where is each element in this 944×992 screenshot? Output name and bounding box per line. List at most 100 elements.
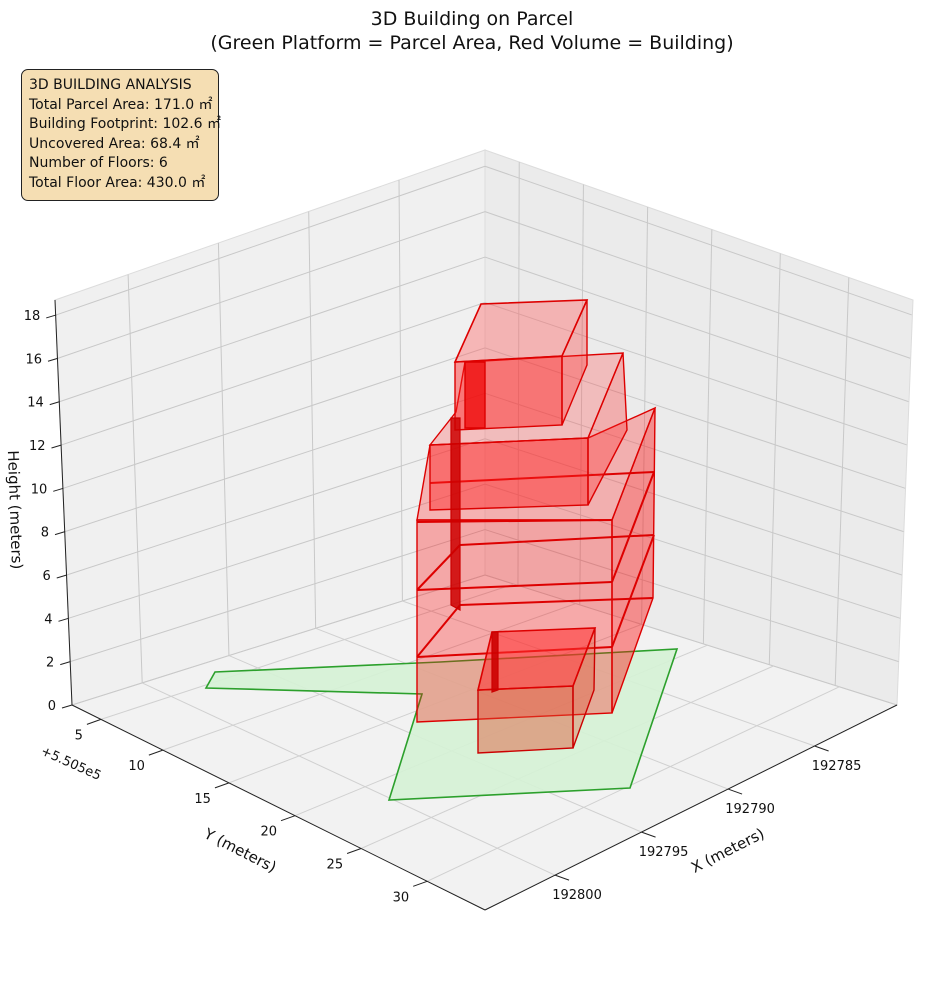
y-offset-label: +5.505e5: [38, 744, 103, 784]
z-tick-mark: [60, 661, 71, 666]
z-grid-line-right: [484, 302, 908, 446]
x-tick-label: 192785: [812, 759, 862, 774]
edge-side-1: [611, 534, 655, 648]
y-axis-line: [71, 704, 486, 911]
y-grid-line-back: [768, 253, 781, 665]
chart-title: 3D Building on Parcel (Green Platform = …: [210, 8, 733, 54]
y-tick-mark: [413, 880, 428, 887]
z-tick-label: 10: [31, 482, 48, 497]
z-tick-mark: [58, 617, 69, 622]
y-grid-line-back: [834, 277, 850, 686]
chart-title-line-2: (Green Platform = Parcel Area, Red Volum…: [210, 32, 733, 54]
x-grid-line-back: [398, 179, 403, 602]
floor-line-3: [416, 519, 613, 523]
z-tick-label: 16: [25, 352, 42, 367]
x-axis-label: X (meters): [688, 824, 767, 876]
stats-heading: 3D BUILDING ANALYSIS: [29, 77, 192, 93]
z-tick-label: 2: [46, 656, 54, 671]
z-grid-line-left: [70, 529, 486, 663]
stats-box: 3D BUILDING ANALYSIS Total Parcel Area: …: [21, 69, 222, 201]
z-grid-line-right: [484, 574, 898, 706]
z-tick-label: 14: [27, 396, 44, 411]
axes: [46, 299, 898, 911]
y-grid-line-back: [702, 229, 713, 644]
z-grid-line-right: [484, 529, 899, 663]
y-grid-line-floor: [100, 583, 514, 720]
stats-line-parcel-area: Total Parcel Area: 171.0 ㎡: [29, 96, 213, 113]
z-grid-line-left: [71, 574, 486, 706]
z-axis-line: [54, 299, 73, 706]
x-tick-label: 192795: [639, 845, 689, 860]
z-tick-label: 18: [24, 309, 41, 324]
z-tick-mark: [53, 487, 64, 492]
z-tick-label: 12: [29, 439, 46, 454]
z-grid-line-right: [484, 438, 903, 576]
z-tick-mark: [46, 314, 57, 319]
z-tick-mark: [61, 704, 73, 709]
stats-line-footprint: Building Footprint: 102.6 ㎡: [29, 116, 222, 133]
z-grid-line-left: [68, 483, 486, 619]
stats-line-floors: Number of Floors: 6: [29, 155, 168, 172]
z-tick-mark: [54, 531, 66, 536]
building-annex-front: [477, 685, 574, 754]
z-tick-label: 6: [42, 569, 50, 584]
x-grid-line-floor: [141, 682, 556, 876]
stats-line-uncovered: Uncovered Area: 68.4 ㎡: [29, 135, 200, 152]
y-tick-label: 10: [128, 759, 145, 774]
z-axis-label: Height (meters): [4, 450, 26, 570]
y-tick-mark: [346, 848, 362, 854]
z-grid-line-left: [64, 392, 486, 533]
x-grid-line-back: [308, 211, 317, 629]
tick-labels: 192785 192790 192795 192800 5 10 15 20 2…: [24, 309, 862, 905]
y-grid-line-floor: [426, 686, 840, 882]
chart-title-line-1: 3D Building on Parcel: [371, 8, 574, 30]
edge-side-2: [611, 471, 655, 583]
z-tick-label: 8: [41, 526, 49, 541]
z-grid-line-left: [63, 347, 486, 489]
z-grid-line-left: [61, 302, 486, 446]
x-tick-label: 192800: [552, 888, 602, 903]
z-grid-line-left: [59, 256, 486, 403]
building-top-side: [561, 299, 588, 426]
y-grid-line-back: [641, 206, 649, 625]
x-tick-mark: [727, 788, 743, 795]
y-tick-label: 20: [260, 825, 277, 840]
building-annex-roof: [476, 627, 597, 691]
x-tick-label: 192790: [725, 802, 775, 817]
y-grid-line-back: [517, 161, 520, 586]
z-tick-mark: [56, 574, 67, 579]
grid-lines: [56, 161, 912, 882]
y-tick-mark: [148, 749, 164, 756]
z-grid-line-left: [66, 438, 486, 576]
y-tick-mark: [280, 815, 296, 822]
y-tick-label: 30: [393, 890, 410, 905]
y-tick-label: 15: [194, 792, 211, 807]
x-tick-mark: [814, 745, 829, 752]
floor-line-4: [429, 471, 655, 484]
x-axis-line: [484, 704, 898, 911]
building-column-top: [464, 361, 486, 429]
z-grid-line-right: [484, 211, 911, 359]
y-tick-label: 5: [75, 728, 83, 743]
z-grid-line-left: [56, 165, 486, 316]
z-grid-line-right: [484, 165, 912, 316]
z-grid-line-right: [484, 256, 909, 403]
y-tick-label: 25: [327, 858, 344, 873]
x-grid-line-back: [127, 274, 143, 683]
x-tick-mark: [641, 831, 656, 838]
floor-line-6: [459, 597, 654, 606]
x-grid-line-back: [217, 242, 230, 656]
z-tick-label: 4: [44, 612, 52, 627]
z-tick-mark: [51, 444, 62, 449]
building-annex-column: [491, 631, 499, 693]
z-grid-line-right: [484, 347, 906, 489]
building-column: [450, 417, 461, 612]
y-tick-mark: [214, 782, 230, 789]
floor-line-5: [459, 534, 655, 546]
z-tick-mark: [47, 357, 59, 362]
z-tick-mark: [49, 401, 60, 406]
stats-line-floor-area: Total Floor Area: 430.0 ㎡: [29, 174, 206, 191]
building-volume: [416, 299, 657, 754]
x-tick-mark: [554, 874, 570, 881]
